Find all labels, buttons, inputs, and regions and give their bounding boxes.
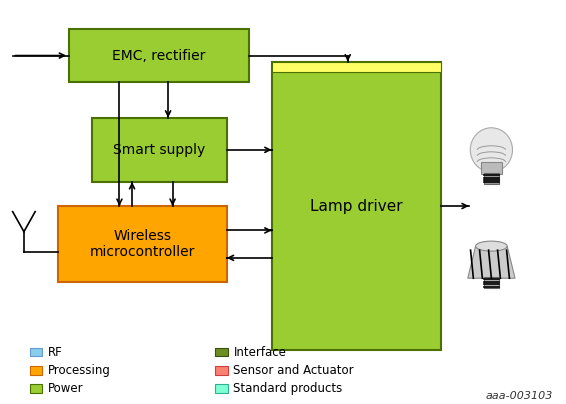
Text: Standard products: Standard products bbox=[233, 382, 342, 395]
Text: RF: RF bbox=[48, 345, 62, 359]
Text: Smart supply: Smart supply bbox=[113, 143, 205, 157]
Bar bbox=[69, 29, 249, 82]
Text: Interface: Interface bbox=[233, 345, 286, 359]
Text: Power: Power bbox=[48, 382, 83, 395]
Text: Wireless
microcontroller: Wireless microcontroller bbox=[89, 229, 195, 259]
FancyBboxPatch shape bbox=[483, 277, 499, 288]
Text: Sensor and Actuator: Sensor and Actuator bbox=[233, 364, 354, 377]
Bar bbox=[216, 366, 228, 375]
Ellipse shape bbox=[475, 241, 507, 251]
Bar bbox=[272, 61, 441, 72]
Bar bbox=[29, 348, 42, 356]
Bar bbox=[29, 366, 42, 375]
Bar bbox=[58, 206, 226, 282]
Bar bbox=[216, 384, 228, 393]
FancyBboxPatch shape bbox=[481, 162, 501, 174]
Text: EMC, rectifier: EMC, rectifier bbox=[113, 48, 206, 63]
Text: Lamp driver: Lamp driver bbox=[310, 198, 402, 213]
Bar bbox=[272, 61, 441, 350]
Bar bbox=[92, 118, 226, 182]
FancyBboxPatch shape bbox=[483, 173, 499, 184]
Polygon shape bbox=[468, 246, 515, 278]
Ellipse shape bbox=[470, 128, 513, 172]
Bar bbox=[29, 384, 42, 393]
Text: Processing: Processing bbox=[48, 364, 110, 377]
Bar bbox=[216, 348, 228, 356]
Text: aaa-003103: aaa-003103 bbox=[486, 391, 554, 401]
